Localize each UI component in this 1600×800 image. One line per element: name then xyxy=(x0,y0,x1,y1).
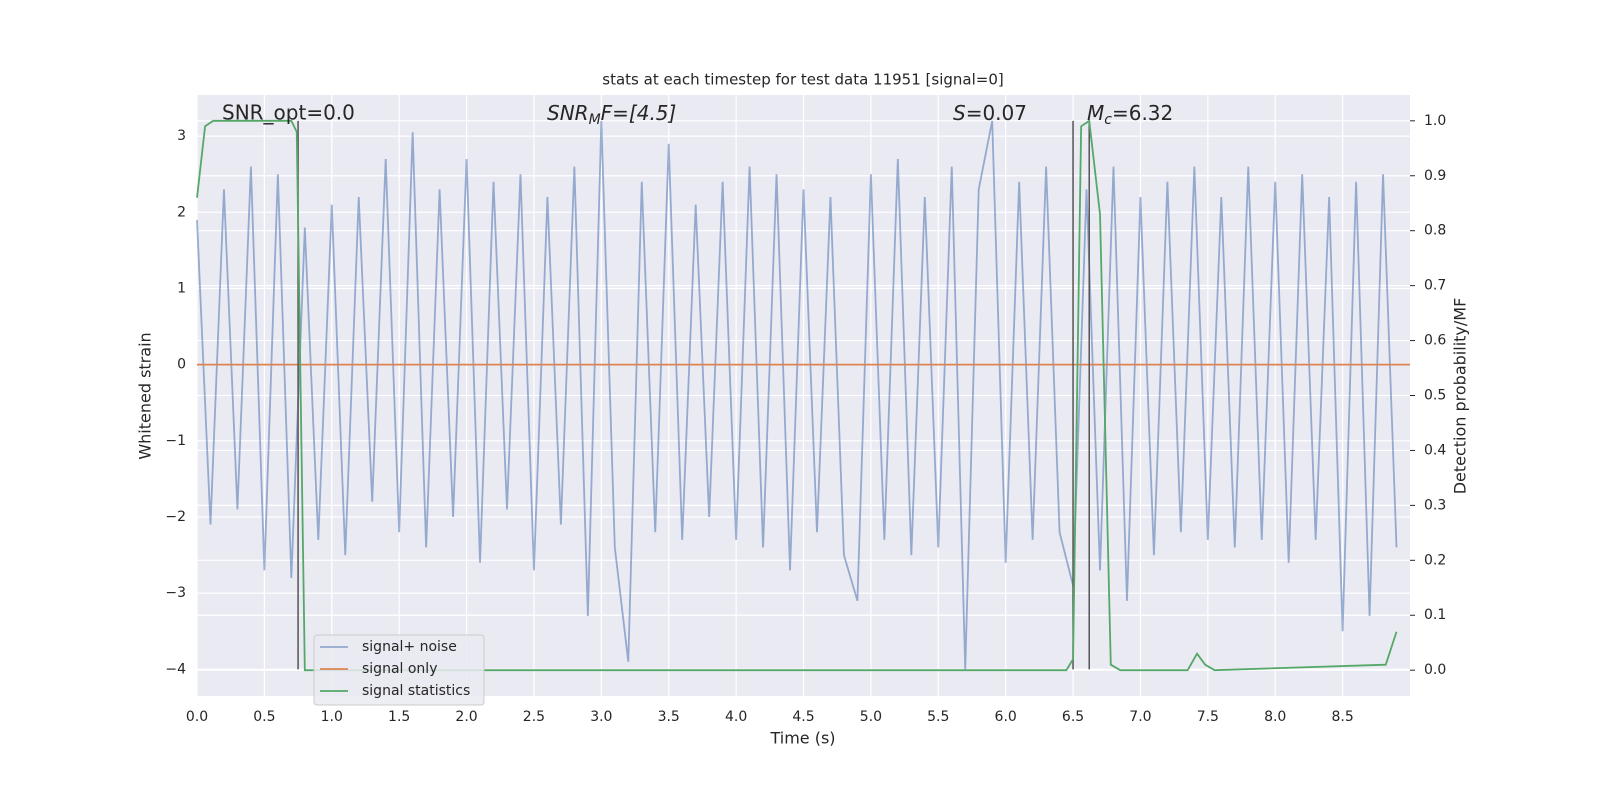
y-tick-label: −3 xyxy=(165,585,186,601)
x-tick-label: 2.0 xyxy=(455,709,477,725)
marks xyxy=(196,119,1410,672)
y-tick-label: 2 xyxy=(177,204,186,220)
x-tick-label: 0.0 xyxy=(186,709,208,725)
annotation-base: M xyxy=(1087,101,1104,125)
x-tick-label: 3.5 xyxy=(658,709,680,725)
y2-tick-label: 0.9 xyxy=(1424,168,1446,184)
y2-tick-label: 0.3 xyxy=(1424,497,1446,513)
y-tick-label: 0 xyxy=(177,357,186,373)
y-tick-label: 3 xyxy=(177,128,186,144)
x-tick-label: 1.0 xyxy=(321,709,343,725)
annotation: Mc=6.32 xyxy=(1087,101,1173,129)
x-tick-label: 6.0 xyxy=(995,709,1017,725)
x-tick-label: 5.0 xyxy=(860,709,882,725)
chart-title: stats at each timestep for test data 119… xyxy=(602,71,1003,89)
x-tick-label: 1.5 xyxy=(388,709,410,725)
y2-tick-label: 0.7 xyxy=(1424,278,1446,294)
x-tick-label: 4.5 xyxy=(792,709,814,725)
y2-tick-label: 0.4 xyxy=(1424,442,1446,458)
x-tick-label: 5.5 xyxy=(927,709,949,725)
x-tick-label: 7.5 xyxy=(1197,709,1219,725)
legend-label: signal+ noise xyxy=(362,639,457,655)
y2-tick-label: 1.0 xyxy=(1424,113,1446,129)
y-axis-label: Whitened strain xyxy=(136,332,155,459)
series-line xyxy=(196,119,1398,672)
x-tick-label: 6.5 xyxy=(1062,709,1084,725)
x-tick-label: 8.0 xyxy=(1264,709,1286,725)
annotation-sub: c xyxy=(1104,112,1112,128)
y2-tick-label: 0.1 xyxy=(1424,607,1446,623)
legend-box xyxy=(313,634,485,706)
x-tick-label: 3.0 xyxy=(590,709,612,725)
y2-tick-label: 0.5 xyxy=(1424,388,1446,404)
x-tick-label: 2.5 xyxy=(523,709,545,725)
annotation: SNR_opt=0.0 xyxy=(222,101,355,125)
legend: signal+ noise signal only signal statistic… xyxy=(313,634,485,706)
annotation-rest: =0.07 xyxy=(966,101,1027,125)
y-tick-label: −2 xyxy=(165,509,186,525)
x-tick-label: 0.5 xyxy=(253,709,275,725)
grid xyxy=(196,95,1410,696)
y-tick-label: 1 xyxy=(177,280,186,296)
y2-tick-label: 0.8 xyxy=(1424,223,1446,239)
y2-tick-label: 0.6 xyxy=(1424,333,1446,349)
annotation-rest: =6.32 xyxy=(1112,101,1173,125)
annotation: SNRMF=[4.5] xyxy=(547,101,676,129)
x-tick-label: 4.0 xyxy=(725,709,747,725)
annotation: S=0.07 xyxy=(953,101,1027,125)
annotation-sub: M xyxy=(589,112,601,128)
annotation-base: S xyxy=(953,101,966,125)
annotation-base: SNR xyxy=(547,101,589,125)
x-tick-label: 7.0 xyxy=(1129,709,1151,725)
y2-tick-label: 0.2 xyxy=(1424,552,1446,568)
y2-tick-label: 0.0 xyxy=(1424,662,1446,678)
legend-label: signal only xyxy=(362,661,437,677)
series-line xyxy=(196,120,1398,670)
x-axis-label: Time (s) xyxy=(769,729,835,748)
legend-label: signal statistics xyxy=(362,683,470,699)
y2-axis-label: Detection probability/MF xyxy=(1451,298,1470,495)
annotation-rest: F=[4.5] xyxy=(601,101,677,125)
y-tick-label: −1 xyxy=(165,433,186,449)
y-tick-label: −4 xyxy=(165,661,186,677)
x-tick-label: 8.5 xyxy=(1331,709,1353,725)
